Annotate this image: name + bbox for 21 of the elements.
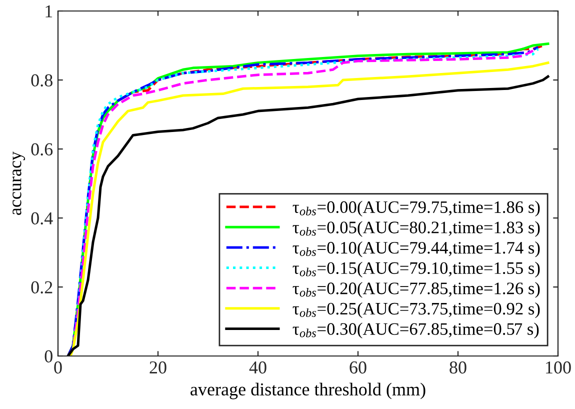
legend-label: τ$_{obs}$=0.15(AUC=79.10,time=1.55 s) xyxy=(292,262,540,278)
x-tick-label: 40 xyxy=(249,361,266,374)
x-tick-label: 0 xyxy=(54,361,62,374)
legend-label: τ$_{obs}$=0.10(AUC=79.44,time=1.74 s) xyxy=(292,241,540,258)
legend-label: τ$_{obs}$=0.30(AUC=67.85,time=0.57 s) xyxy=(292,322,539,338)
x-tick-label: 60 xyxy=(350,361,366,374)
x-axis-title: average distance threshold (mm) xyxy=(190,382,426,400)
legend-label: τ$_{obs}$=0.00(AUC=79.75,time=1.86 s) xyxy=(292,200,540,217)
x-tick-label: 20 xyxy=(150,361,166,374)
y-tick-label: 0.6 xyxy=(31,143,53,156)
y-tick-label: 0 xyxy=(44,350,52,362)
y-tick-label: 1 xyxy=(46,5,52,18)
x-tick-label: 80 xyxy=(450,361,466,374)
legend-label: τ$_{obs}$=0.20(AUC=77.85,time=1.26 s) xyxy=(292,282,540,298)
legend-label: τ$_{obs}$=0.05(AUC=80.21,time=1.83 s) xyxy=(292,221,540,237)
x-tick-label: 100 xyxy=(546,361,571,374)
legend-label: τ$_{obs}$=0.25(AUC=73.75,time=0.92 s) xyxy=(292,302,540,318)
y-axis-title: accuracy xyxy=(12,152,26,215)
y-tick-label: 0.8 xyxy=(31,74,52,87)
y-tick-label: 0.2 xyxy=(31,281,52,294)
y-tick-label: 0.4 xyxy=(31,212,53,225)
